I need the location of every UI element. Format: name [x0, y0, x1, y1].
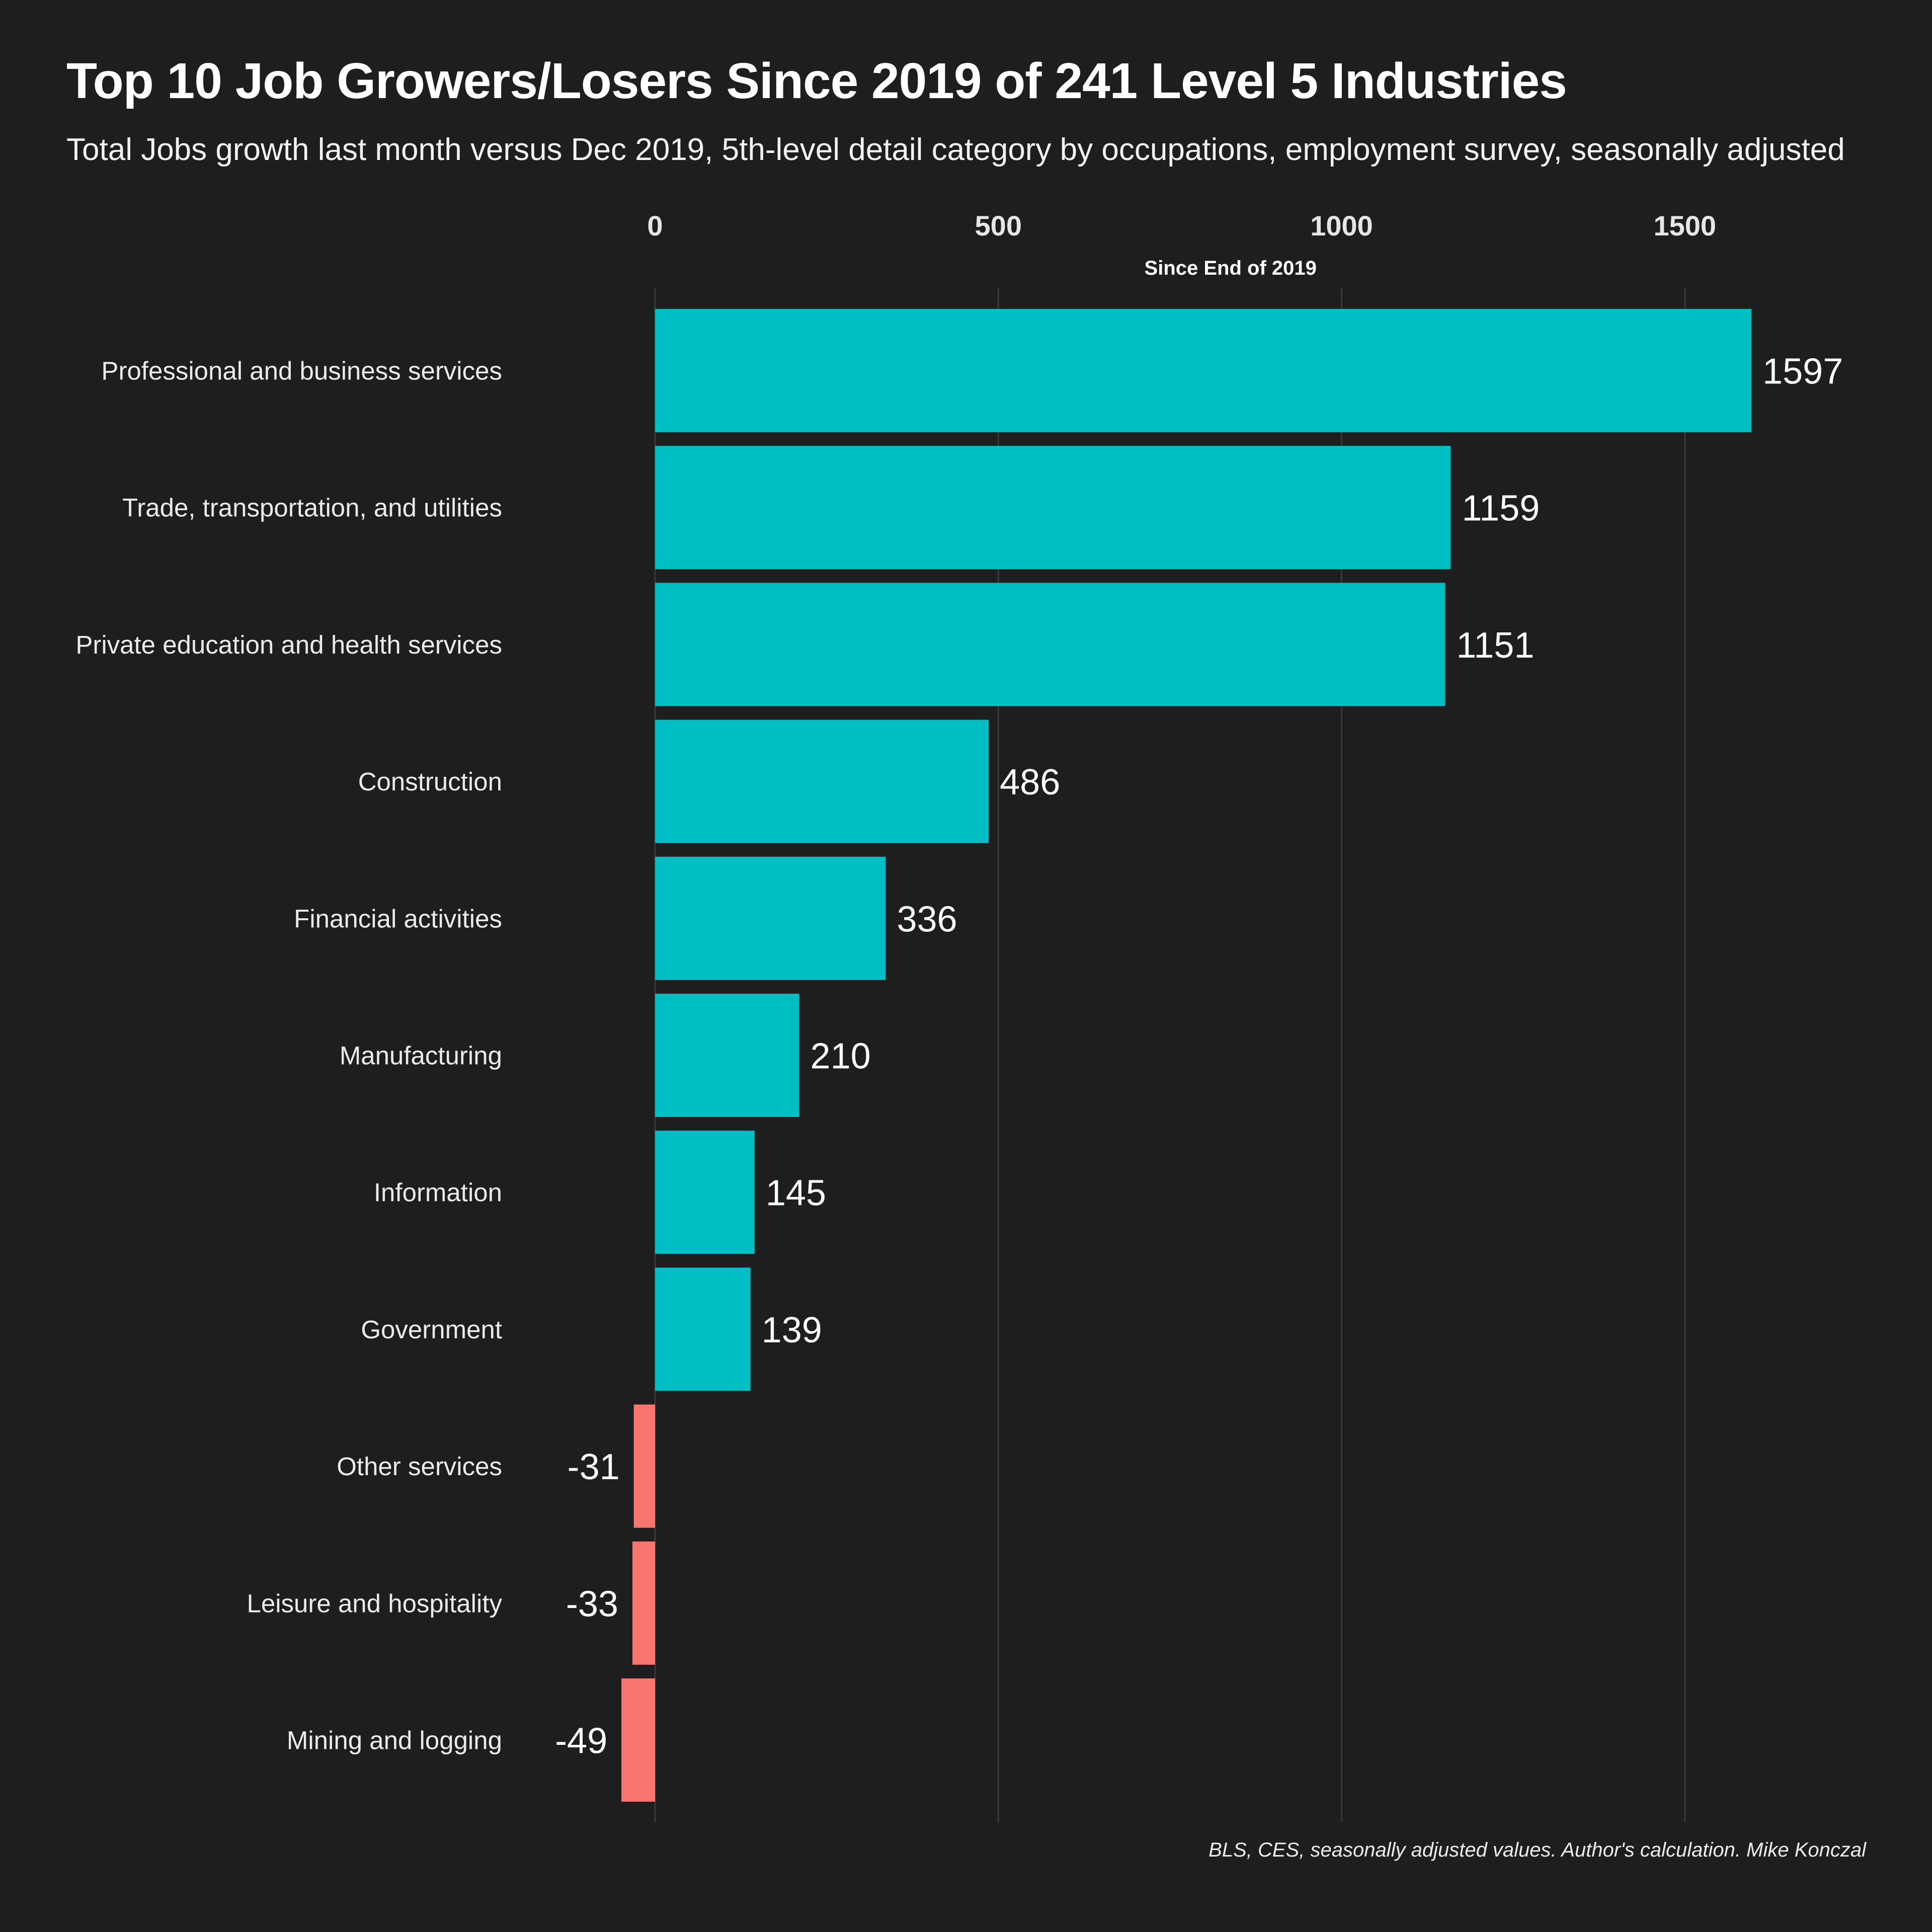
- value-labels: 1597 1159 1151 486 336 210 145 139 -31 -33 -49: [555, 352, 1843, 1761]
- bar: [655, 583, 1445, 706]
- bars: [621, 309, 1752, 1802]
- chart-subtitle: Total Jobs growth last month versus Dec …: [66, 132, 1845, 167]
- value-label: 486: [1000, 762, 1060, 802]
- bar: [655, 994, 799, 1117]
- x-tick-label: 0: [647, 210, 663, 242]
- value-label: 1151: [1457, 625, 1535, 666]
- x-axis-ticks: 0 500 1000 1500: [647, 210, 1716, 242]
- category-labels: Professional and business services Trade,…: [75, 357, 502, 1755]
- value-label: 210: [811, 1036, 871, 1077]
- category-label: Mining and logging: [287, 1726, 502, 1755]
- value-label: -31: [568, 1447, 620, 1487]
- chart-caption: BLS, CES, seasonally adjusted values. Au…: [1209, 1839, 1866, 1861]
- category-label: Private education and health services: [75, 630, 502, 659]
- x-tick-label: 500: [975, 210, 1022, 242]
- bar: [655, 856, 886, 980]
- category-label: Trade, transportation, and utilities: [122, 494, 502, 522]
- category-label: Leisure and hospitality: [247, 1589, 503, 1618]
- bar: [655, 719, 989, 843]
- value-label: 1159: [1462, 489, 1540, 529]
- category-label: Manufacturing: [340, 1041, 502, 1070]
- category-label: Financial activities: [294, 904, 502, 933]
- value-label: -49: [555, 1721, 607, 1761]
- bar: [655, 1267, 751, 1391]
- bar: [655, 309, 1752, 432]
- value-label: 139: [762, 1310, 822, 1350]
- category-label: Government: [361, 1315, 502, 1344]
- value-label: 145: [766, 1173, 826, 1214]
- value-label: -33: [566, 1584, 618, 1624]
- bar: [632, 1541, 655, 1665]
- bar: [655, 446, 1451, 570]
- bar: [621, 1678, 655, 1802]
- value-label: 1597: [1762, 352, 1843, 392]
- x-axis-title: Since End of 2019: [1145, 257, 1317, 279]
- value-label: 336: [897, 899, 957, 939]
- bar: [655, 1131, 755, 1254]
- category-label: Information: [374, 1178, 502, 1207]
- category-label: Other services: [337, 1452, 502, 1481]
- chart-title: Top 10 Job Growers/Losers Since 2019 of …: [66, 53, 1567, 109]
- x-tick-label: 1000: [1310, 210, 1373, 242]
- x-tick-label: 1500: [1653, 210, 1716, 242]
- bar: [633, 1404, 655, 1528]
- category-label: Construction: [358, 767, 502, 796]
- category-label: Professional and business services: [101, 357, 502, 385]
